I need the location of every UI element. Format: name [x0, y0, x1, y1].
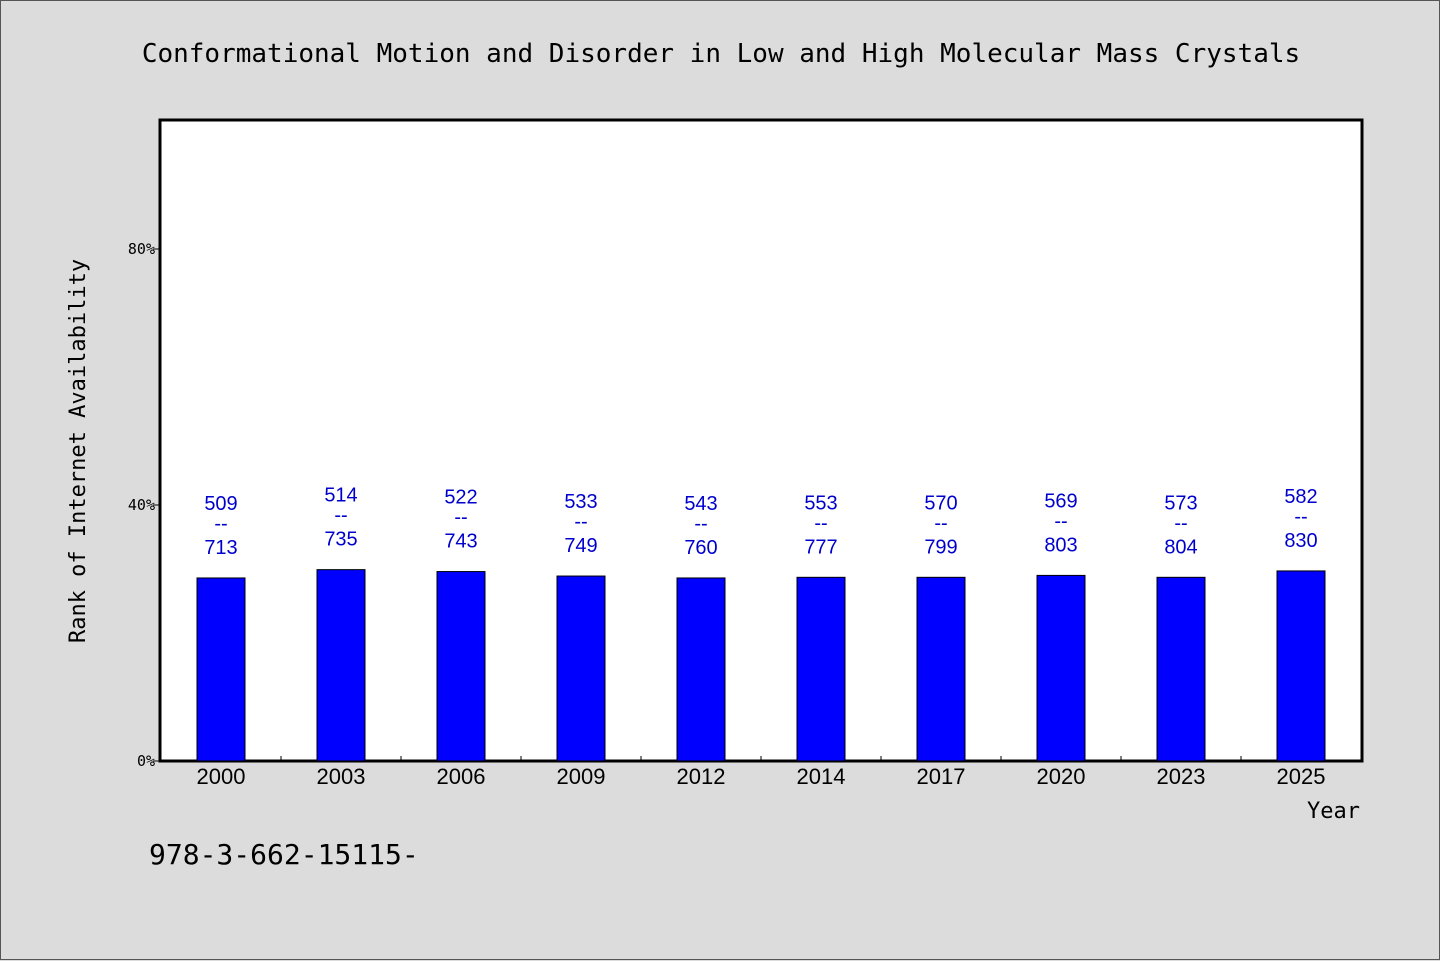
bar-label-high: 760 [684, 537, 717, 559]
y-tick-label: 40% [128, 496, 155, 514]
bar-label-separator: -- [454, 507, 467, 529]
bar-label-low: 570 [924, 492, 957, 514]
bar-label-high: 799 [924, 536, 957, 558]
bar-label-high: 777 [804, 536, 837, 558]
bar-label-high: 804 [1164, 536, 1197, 558]
bar-label-low: 543 [684, 493, 717, 515]
y-axis: 0% 40% 80% [128, 240, 161, 770]
bar-label-separator: -- [934, 512, 947, 534]
bar-label-low: 509 [204, 493, 237, 515]
x-tick-label: 2025 [1277, 764, 1326, 789]
bars [196, 569, 1326, 762]
x-tick-label: 2023 [1157, 764, 1206, 789]
bar-label-separator: -- [574, 511, 587, 533]
footnote: 978-3-662-15115- [149, 838, 419, 871]
bar-labels: 509--713514--735522--743533--749543--760… [204, 485, 1317, 559]
bar-label-high: 830 [1284, 530, 1317, 552]
bar-2000 [196, 577, 246, 762]
bar-2012 [676, 577, 726, 762]
bar-label-separator: -- [814, 512, 827, 534]
bar-2020 [1036, 574, 1086, 762]
x-axis: 2000 2003 2006 2009 2012 2014 2017 2020 2023 2025 [197, 756, 1326, 789]
x-tick-label: 2017 [917, 764, 966, 789]
bar-2003 [316, 569, 366, 762]
y-tick-label: 80% [128, 240, 155, 258]
bar-label-low: 514 [324, 485, 357, 507]
bar-label-low: 582 [1284, 486, 1317, 508]
bar-label-separator: -- [334, 505, 347, 527]
x-tick-label: 2000 [197, 764, 246, 789]
bar-label-low: 573 [1164, 492, 1197, 514]
bar-label-low: 533 [564, 491, 597, 513]
x-tick-label: 2014 [797, 764, 846, 789]
bar-label-low: 553 [804, 492, 837, 514]
x-tick-label: 2020 [1037, 764, 1086, 789]
bar-label-high: 743 [444, 531, 477, 553]
bar-label-high: 735 [324, 529, 357, 551]
bar-label-separator: -- [694, 513, 707, 535]
bar-2023 [1156, 576, 1206, 762]
bar-label-separator: -- [1294, 506, 1307, 528]
y-tick-label: 0% [137, 752, 155, 770]
bar-label-high: 803 [1044, 534, 1077, 556]
bar-label-high: 749 [564, 535, 597, 557]
x-tick-label: 2006 [437, 764, 486, 789]
x-tick-label: 2012 [677, 764, 726, 789]
bar-2014 [796, 576, 846, 762]
y-axis-label: Rank of Internet Availability [66, 259, 91, 643]
bar-2025 [1276, 570, 1326, 762]
x-tick-label: 2003 [317, 764, 366, 789]
x-tick-label: 2009 [557, 764, 606, 789]
bar-label-low: 569 [1044, 490, 1077, 512]
x-axis-label: Year [1307, 799, 1360, 824]
bar-2009 [556, 575, 606, 762]
bar-2017 [916, 576, 966, 762]
bar-2006 [436, 571, 486, 762]
chart-title: Conformational Motion and Disorder in Lo… [142, 39, 1300, 69]
bar-label-separator: -- [214, 513, 227, 535]
bar-label-low: 522 [444, 487, 477, 509]
bar-label-separator: -- [1174, 512, 1187, 534]
bar-label-high: 713 [204, 537, 237, 559]
bar-label-separator: -- [1054, 510, 1067, 532]
